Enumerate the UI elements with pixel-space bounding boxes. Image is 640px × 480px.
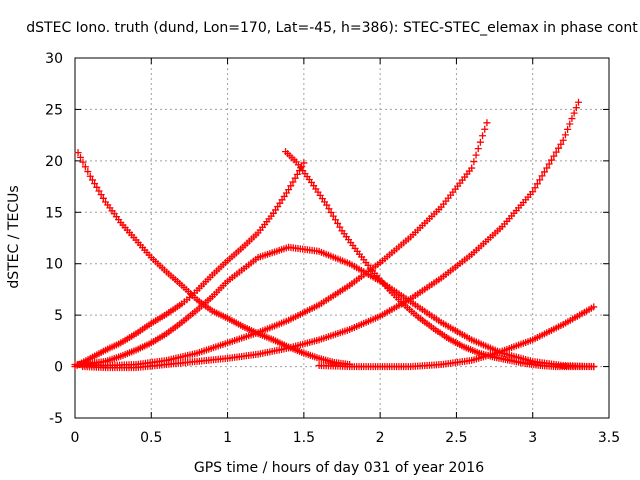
x-tick-label: 2 [376, 430, 385, 446]
data-point [329, 212, 337, 220]
data-point [468, 164, 476, 172]
data-point [481, 125, 489, 133]
y-tick-label: 5 [54, 308, 63, 324]
data-point [470, 158, 478, 166]
data-point [81, 163, 89, 171]
data-point [590, 303, 598, 311]
data-point [84, 168, 92, 176]
data-point [86, 172, 94, 180]
data-point [99, 194, 107, 202]
chart-title: dSTEC Iono. truth (dund, Lon=170, Lat=-4… [26, 20, 638, 36]
y-tick-label: 10 [45, 257, 63, 273]
data-point [566, 120, 574, 128]
plot-frame [74, 57, 610, 419]
data-point [97, 191, 105, 199]
data-point [291, 174, 299, 182]
y-tick-label: 15 [45, 205, 63, 221]
data-point [325, 205, 333, 213]
tick-labels: 0 0.5 1 1.5 2 2.5 3 3.5 -5 0 5 10 15 20 25 30 [45, 51, 620, 446]
data-point [323, 201, 331, 209]
data-point [287, 182, 295, 190]
data-point [79, 158, 87, 166]
data-point [76, 153, 84, 161]
y-tick-label: 20 [45, 154, 63, 170]
data-point [570, 109, 578, 117]
data-point [474, 145, 482, 153]
series-6 [79, 98, 582, 372]
data-point [300, 159, 308, 167]
data-point [555, 144, 563, 152]
data-point [545, 160, 553, 168]
data-point [74, 149, 82, 157]
data-points [71, 98, 598, 372]
x-tick-label: 0 [71, 430, 80, 446]
data-point [529, 188, 537, 196]
data-point [559, 136, 567, 144]
data-point [285, 186, 293, 194]
data-point [538, 172, 546, 180]
data-point [479, 132, 487, 140]
y-tick-label: -5 [49, 411, 63, 427]
x-tick-label: 1 [223, 430, 232, 446]
data-point [334, 219, 342, 227]
data-point [331, 216, 339, 224]
data-point [536, 176, 544, 184]
y-tick-label: 30 [45, 51, 63, 67]
data-point [574, 98, 582, 106]
x-tick-label: 2.5 [445, 430, 467, 446]
data-point [572, 104, 580, 112]
data-point [476, 138, 484, 146]
data-point [561, 131, 569, 139]
data-point [552, 148, 560, 156]
data-point [550, 152, 558, 160]
x-tick-label: 3 [528, 430, 537, 446]
x-tick-label: 1.5 [293, 430, 315, 446]
data-point [568, 115, 576, 123]
data-point [336, 223, 344, 231]
x-tick-label: 0.5 [140, 430, 162, 446]
data-point [547, 156, 555, 164]
data-point [91, 180, 99, 188]
data-point [540, 168, 548, 176]
data-point [531, 184, 539, 192]
series-4 [282, 148, 598, 371]
data-point [590, 363, 598, 371]
data-point [293, 170, 301, 178]
y-tick-label: 0 [54, 360, 63, 376]
data-point [95, 187, 103, 195]
x-tick-label: 3.5 [598, 430, 620, 446]
data-point [543, 164, 551, 172]
axes [74, 57, 610, 419]
data-point [327, 208, 335, 216]
data-point [564, 125, 572, 133]
y-axis-label: dSTEC / TECUs [6, 185, 22, 288]
data-point [557, 140, 565, 148]
x-axis-label: GPS time / hours of day 031 of year 2016 [194, 460, 484, 476]
y-tick-label: 25 [45, 102, 63, 118]
data-point [289, 178, 297, 186]
data-point [93, 183, 101, 191]
data-point [472, 151, 480, 159]
data-point [533, 180, 541, 188]
series-7 [315, 303, 598, 371]
data-point [483, 119, 491, 127]
data-point [88, 176, 96, 184]
